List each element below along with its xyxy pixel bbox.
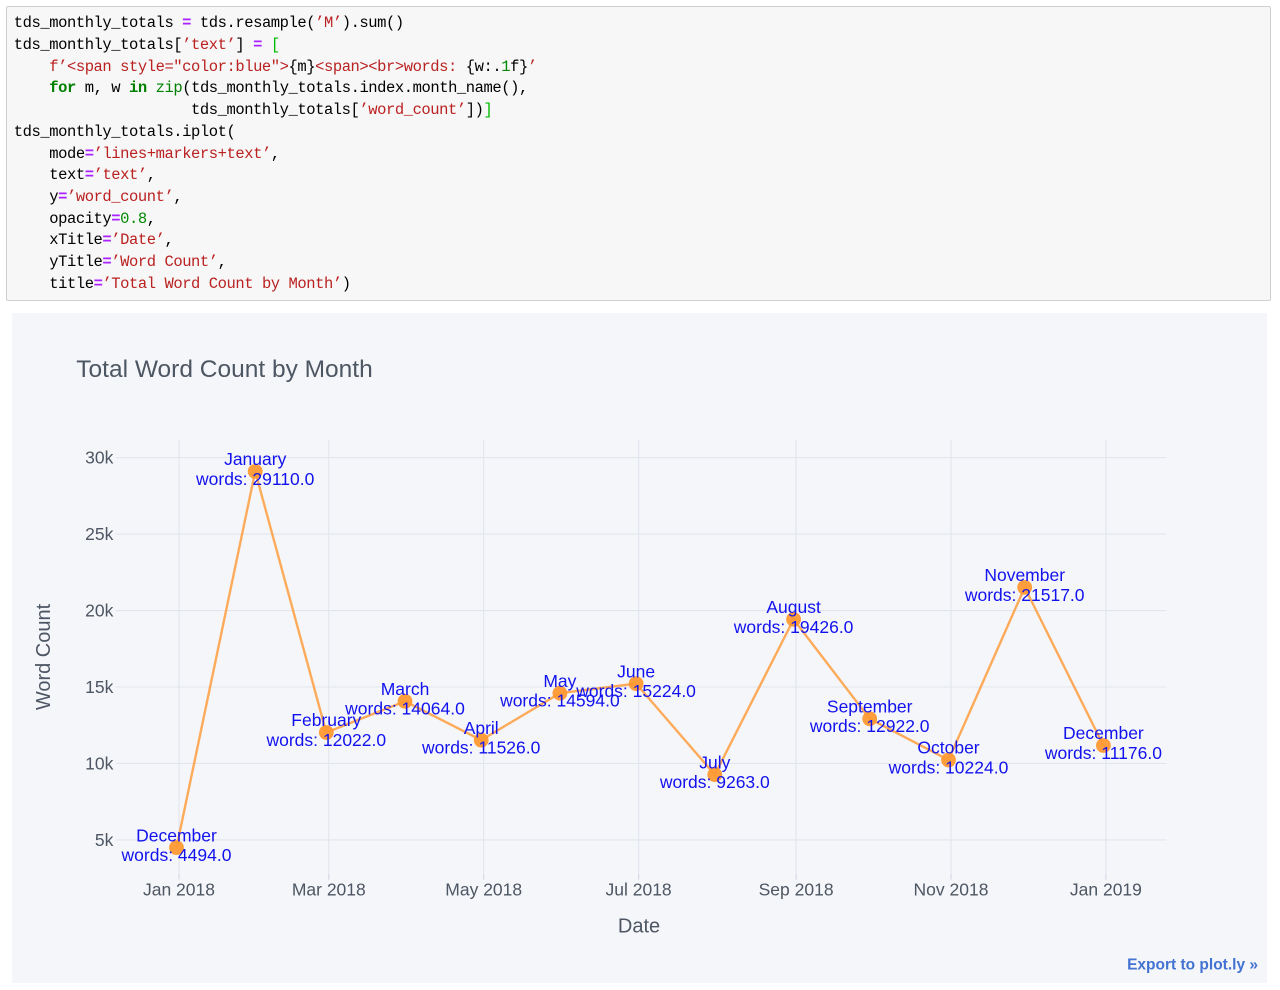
svg-text:words: 10224.0: words: 10224.0 [888, 757, 1009, 777]
svg-text:words: 14594.0: words: 14594.0 [499, 691, 620, 711]
svg-text:Nov 2018: Nov 2018 [914, 880, 989, 900]
svg-text:Total Word Count by Month: Total Word Count by Month [76, 356, 372, 383]
svg-text:December: December [136, 825, 217, 845]
svg-text:August: August [766, 597, 821, 617]
svg-text:words: 14064.0: words: 14064.0 [344, 699, 465, 719]
svg-text:words: 12022.0: words: 12022.0 [265, 730, 386, 750]
svg-text:words: 21517.0: words: 21517.0 [964, 585, 1085, 605]
svg-text:December: December [1063, 723, 1144, 743]
svg-text:15k: 15k [85, 677, 113, 697]
svg-text:October: October [917, 738, 979, 758]
svg-text:Sep 2018: Sep 2018 [759, 880, 834, 900]
svg-text:words: 4494.0: words: 4494.0 [121, 845, 232, 865]
svg-text:Jul 2018: Jul 2018 [606, 880, 672, 900]
svg-text:words: 9263.0: words: 9263.0 [659, 772, 770, 792]
svg-text:November: November [984, 565, 1065, 585]
svg-text:20k: 20k [85, 601, 113, 621]
svg-text:June: June [617, 661, 655, 681]
svg-text:words: 19426.0: words: 19426.0 [733, 617, 854, 637]
svg-text:Date: Date [618, 915, 660, 937]
svg-text:25k: 25k [85, 524, 113, 544]
svg-text:Jan 2019: Jan 2019 [1070, 880, 1142, 900]
svg-text:Jan 2018: Jan 2018 [143, 880, 215, 900]
svg-text:10k: 10k [85, 753, 113, 773]
svg-text:May: May [543, 671, 576, 691]
svg-text:January: January [224, 449, 287, 469]
svg-text:words: 12922.0: words: 12922.0 [809, 716, 930, 736]
svg-text:words: 11526.0: words: 11526.0 [421, 738, 541, 758]
svg-text:May 2018: May 2018 [445, 880, 522, 900]
svg-text:March: March [381, 679, 430, 699]
svg-text:Export to plot.ly »: Export to plot.ly » [1127, 957, 1258, 974]
svg-text:5k: 5k [95, 830, 114, 850]
svg-text:February: February [291, 710, 361, 730]
svg-text:words: 11176.0: words: 11176.0 [1044, 743, 1162, 763]
svg-text:April: April [464, 718, 499, 738]
svg-text:words: 15224.0: words: 15224.0 [575, 681, 696, 701]
svg-text:Word Count: Word Count [33, 603, 55, 710]
svg-text:September: September [827, 697, 913, 717]
svg-text:July: July [699, 752, 730, 772]
svg-text:words: 29110.0: words: 29110.0 [195, 469, 315, 489]
svg-text:30k: 30k [85, 448, 113, 468]
svg-text:Mar 2018: Mar 2018 [292, 880, 366, 900]
